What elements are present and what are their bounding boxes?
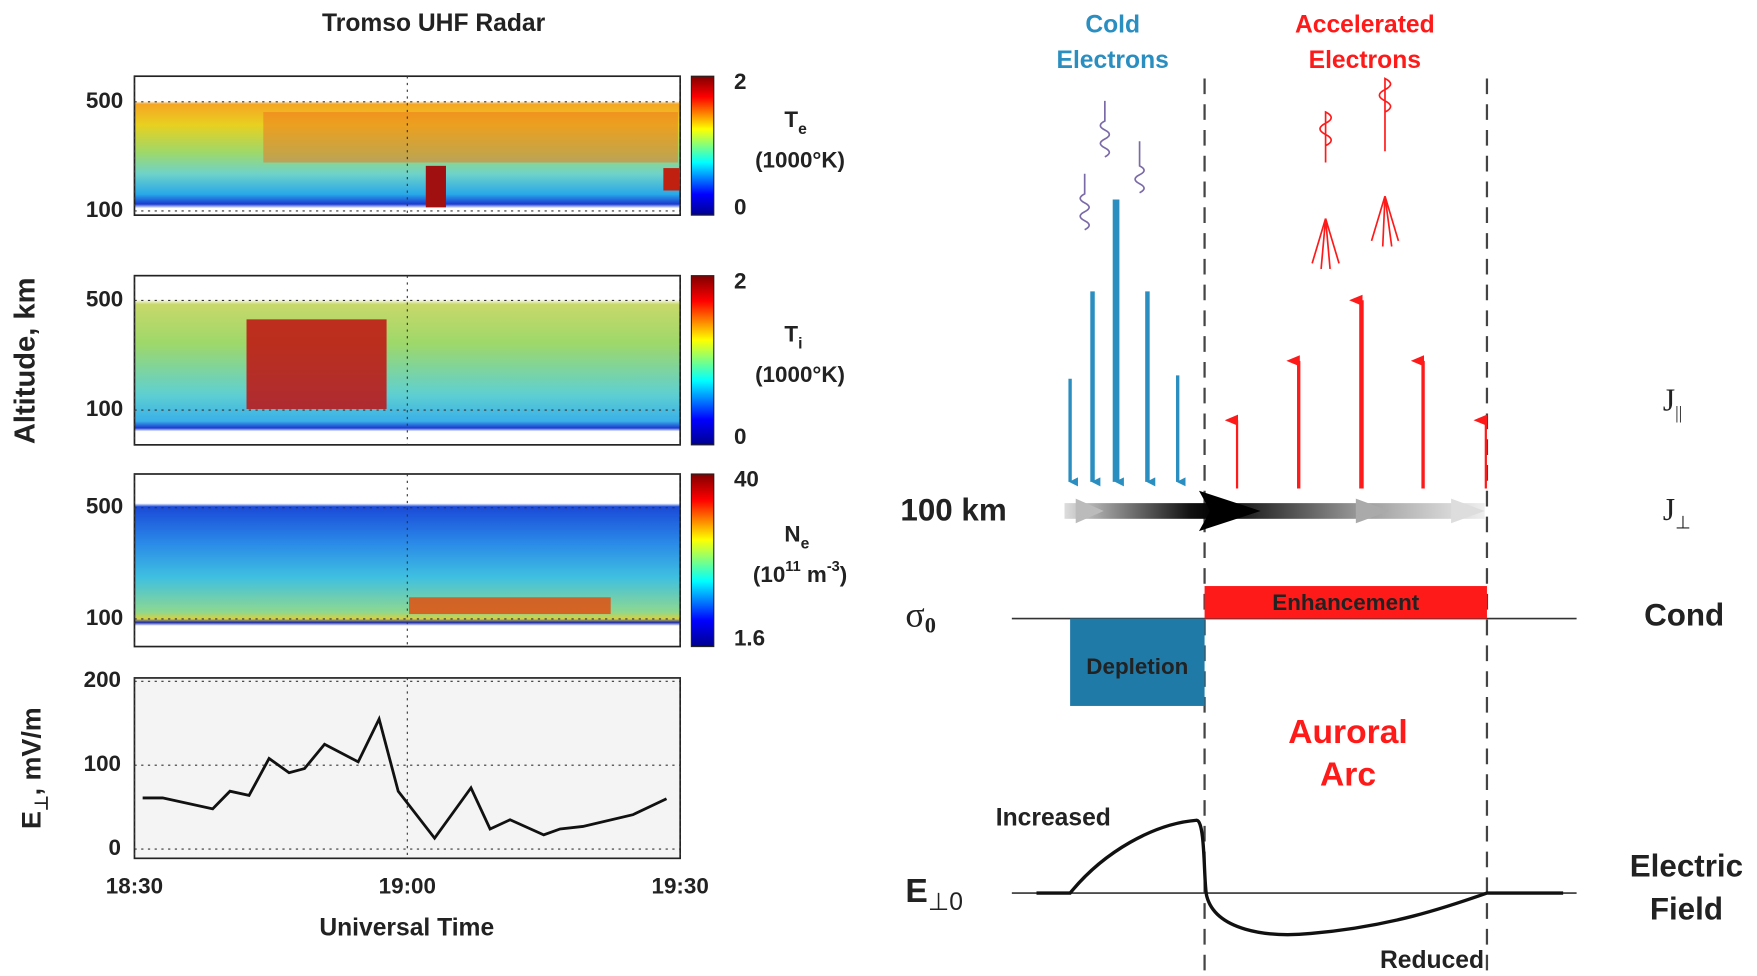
- efield-curve: [1036, 818, 1564, 937]
- colorbar-units: (1000°K): [755, 362, 845, 387]
- y-tick-label: 100: [86, 197, 123, 222]
- arrowhead: [1451, 498, 1485, 524]
- label-increased: Increased: [996, 805, 1111, 832]
- colorbar: [690, 275, 715, 446]
- symbol: J: [1663, 492, 1675, 527]
- units-part: ): [840, 562, 847, 587]
- units-part: m: [801, 562, 827, 587]
- label-enhancement: Enhancement: [1272, 590, 1419, 615]
- heatmap-fill: [425, 165, 446, 208]
- y-label: E⊥, mV/m: [17, 707, 52, 829]
- label-accelerated: Electrons: [1309, 47, 1421, 74]
- colorbar: [690, 473, 715, 648]
- spiral: [1079, 173, 1090, 231]
- subscript: e: [798, 121, 807, 138]
- heatmap-fill: [263, 112, 678, 163]
- title: Tromso UHF Radar: [322, 10, 546, 37]
- symbol: J: [1663, 383, 1675, 418]
- colorbar-units: (1011 m-3): [753, 559, 847, 587]
- colorbar-label: Ne: [784, 522, 809, 553]
- colorbar: [690, 75, 715, 216]
- colorbar-tick-label: 0: [734, 194, 746, 219]
- label-accelerated: Accelerated: [1295, 11, 1435, 38]
- colorbar-tick-label: 2: [734, 268, 746, 293]
- units-part: (10: [753, 562, 785, 587]
- colorbar-tick-label: 40: [734, 467, 759, 492]
- label-arc: Auroral: [1288, 714, 1408, 751]
- label-rest: , mV/m: [17, 707, 47, 795]
- heatmap-fill: [246, 319, 387, 410]
- label-reduced: Reduced: [1380, 947, 1484, 974]
- subscript: i: [798, 336, 802, 353]
- symbol: E: [905, 873, 927, 910]
- superscript: -3: [827, 559, 840, 575]
- spiral: [1311, 110, 1340, 270]
- symbol: N: [784, 522, 800, 547]
- spirals: [1079, 77, 1400, 270]
- subscript: ||: [1675, 403, 1682, 423]
- depletion-box: [1070, 618, 1205, 706]
- data-line: [142, 715, 668, 841]
- label-jpar: J||: [1663, 383, 1682, 423]
- symbol: T: [784, 107, 798, 132]
- y-tick-label: 500: [86, 88, 123, 113]
- heatmap-fill: [134, 473, 681, 647]
- y-tick-label: 100: [86, 605, 123, 630]
- spiral: [1370, 77, 1400, 247]
- colorbar-tick-label: 1.6: [734, 626, 765, 651]
- downward-arrows: [1068, 199, 1186, 487]
- upward-arrows: [1224, 294, 1487, 489]
- y-tick-label: 100: [84, 751, 121, 776]
- y-label: Altitude, km: [10, 277, 42, 444]
- subscript: ⊥: [31, 795, 51, 811]
- colorbar-label: Ti: [784, 322, 802, 353]
- spiral: [1099, 100, 1111, 158]
- superscript: 11: [785, 559, 800, 575]
- subscript: e: [801, 536, 810, 553]
- heatmap-fill: [408, 597, 611, 615]
- enhancement-box: [1204, 586, 1487, 619]
- current-band: [1064, 503, 1485, 519]
- label-sigma: σ0: [905, 595, 936, 638]
- label-altitude: 100 km: [900, 492, 1006, 527]
- arrowhead: [1355, 498, 1390, 524]
- label-cold: Cold: [1085, 11, 1140, 38]
- y-tick-label: 500: [86, 286, 123, 311]
- y-tick-label: 0: [109, 835, 121, 860]
- label-jperp: J⊥: [1663, 492, 1691, 532]
- label-cold: Electrons: [1057, 47, 1169, 74]
- y-tick-label: 200: [84, 667, 121, 692]
- label-efield: Electric: [1630, 849, 1743, 884]
- subscript: 0: [925, 613, 936, 638]
- heatmap-fills: [134, 76, 681, 859]
- x-tick-label: 19:30: [652, 873, 709, 898]
- colorbar-label: Te: [784, 107, 807, 138]
- diagram: Cold Electrons Accelerated Electrons 100…: [900, 11, 1743, 975]
- y-tick-label: 100: [86, 396, 123, 421]
- x-tick-label: 19:00: [379, 873, 436, 898]
- label-depletion: Depletion: [1086, 654, 1188, 679]
- label-arc: Arc: [1320, 756, 1376, 793]
- label-efield-symbol: E⊥0: [905, 873, 963, 916]
- heatmap-fill: [663, 168, 680, 191]
- subscript: ⊥: [1675, 513, 1691, 533]
- line-panel-bg: [134, 677, 681, 859]
- arrowhead: [1198, 490, 1261, 532]
- colorbar-tick-label: 2: [734, 69, 746, 94]
- colorbar-units: (1000°K): [755, 147, 845, 172]
- y-tick-label: 500: [86, 494, 123, 519]
- subscript: ⊥0: [928, 889, 963, 916]
- symbol: σ: [905, 595, 924, 635]
- colorbar-tick-label: 0: [734, 424, 746, 449]
- label-efield: Field: [1650, 891, 1723, 926]
- symbol: E: [17, 811, 47, 829]
- x-label: Universal Time: [319, 914, 494, 941]
- x-tick-label: 18:30: [106, 873, 163, 898]
- spiral: [1134, 141, 1145, 194]
- arrowhead: [1075, 498, 1104, 524]
- label-cond: Cond: [1644, 598, 1724, 633]
- symbol: T: [784, 322, 798, 347]
